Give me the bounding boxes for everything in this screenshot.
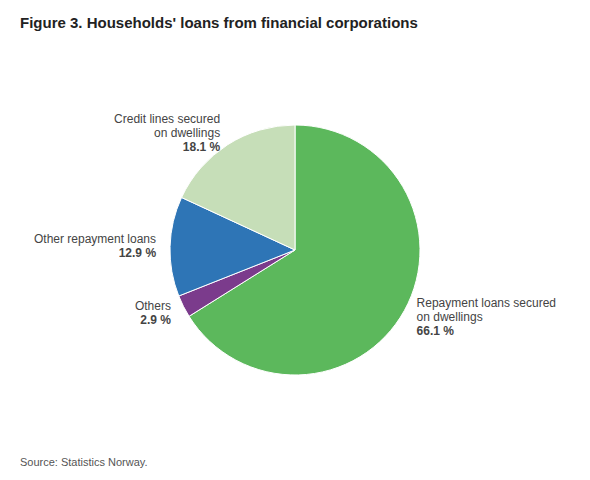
slice-label: Others (135, 299, 171, 313)
title: Figure 3. Households' loans from financi… (20, 14, 418, 31)
chart: Figure 3. Households' loans from financi… (0, 0, 590, 480)
slice-label: Repayment loans securedon dwellings (417, 296, 556, 324)
slice-label: Other repayment loans (34, 232, 156, 246)
data-label: 66.1 % (417, 324, 455, 338)
slice (182, 125, 295, 250)
data-label: 12.9 % (119, 246, 157, 260)
slices (170, 125, 420, 375)
data-label: 2.9 % (140, 313, 171, 327)
labels: Repayment loans securedon dwellings66.1 … (34, 112, 556, 338)
data-label: 18.1 % (183, 140, 221, 154)
slice-label: Credit lines securedon dwellings (114, 112, 220, 140)
source: Source: Statistics Norway. (20, 456, 148, 468)
